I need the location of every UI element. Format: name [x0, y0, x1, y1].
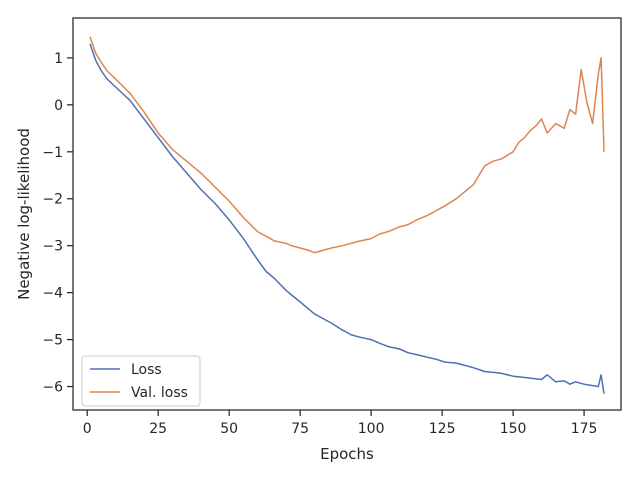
x-tick-label: 25 — [149, 421, 167, 437]
y-tick-label: −4 — [42, 286, 63, 302]
y-tick-label: −3 — [42, 239, 63, 255]
y-tick-label: −5 — [42, 333, 63, 349]
x-tick-label: 125 — [429, 421, 456, 437]
x-tick-label: 0 — [83, 421, 92, 437]
x-tick-label: 75 — [291, 421, 309, 437]
x-tick-label: 50 — [220, 421, 238, 437]
plot-lines — [89, 36, 605, 394]
legend-label-loss: Loss — [131, 362, 162, 378]
y-axis-ticks: 1 0 −1 −2 −3 −4 −5 −6 — [42, 51, 73, 396]
x-axis-ticks: 0 25 50 75 100 125 150 175 — [83, 410, 598, 437]
y-tick-label: 0 — [54, 98, 63, 114]
x-tick-label: 150 — [500, 421, 527, 437]
series-line-val-loss — [89, 36, 605, 254]
y-tick-label: 1 — [54, 51, 63, 67]
y-tick-label: −6 — [42, 380, 63, 396]
y-axis-label: Negative log-likelihood — [15, 128, 33, 300]
plot-frame — [72, 17, 622, 411]
x-tick-label: 100 — [358, 421, 385, 437]
series-line-loss — [89, 43, 605, 394]
x-tick-label: 175 — [571, 421, 598, 437]
x-axis-label: Epochs — [320, 445, 374, 463]
legend-label-val-loss: Val. loss — [131, 385, 188, 401]
y-tick-label: −1 — [42, 145, 63, 161]
y-tick-label: −2 — [42, 192, 63, 208]
legend: Loss Val. loss — [81, 355, 201, 407]
